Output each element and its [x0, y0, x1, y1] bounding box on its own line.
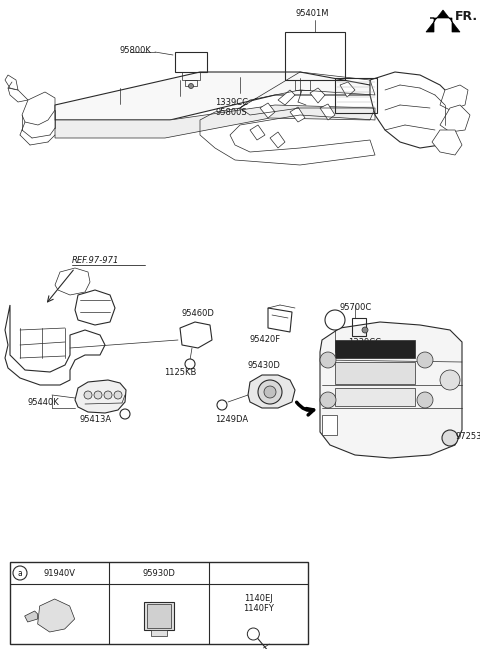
Circle shape	[362, 327, 368, 333]
Polygon shape	[270, 132, 285, 148]
Circle shape	[114, 391, 122, 399]
Circle shape	[104, 391, 112, 399]
Bar	[295, 80, 310, 90]
Bar	[335, 388, 415, 406]
Polygon shape	[320, 322, 462, 458]
Bar	[335, 78, 377, 113]
Polygon shape	[55, 105, 375, 138]
Text: 95800K: 95800K	[120, 46, 152, 55]
Text: 95460D: 95460D	[182, 309, 215, 318]
Polygon shape	[440, 85, 468, 110]
Circle shape	[442, 430, 458, 446]
Circle shape	[120, 409, 130, 419]
Polygon shape	[426, 10, 460, 32]
Bar	[285, 32, 345, 80]
Polygon shape	[8, 88, 28, 102]
Polygon shape	[278, 90, 295, 105]
Circle shape	[417, 392, 433, 408]
Polygon shape	[290, 107, 305, 122]
Circle shape	[247, 628, 259, 640]
Circle shape	[417, 352, 433, 368]
Polygon shape	[440, 105, 470, 132]
Polygon shape	[144, 602, 174, 630]
Circle shape	[94, 391, 102, 399]
Text: 95430D: 95430D	[248, 361, 281, 370]
Polygon shape	[248, 375, 295, 408]
Text: 95401M: 95401M	[295, 9, 328, 18]
Text: a: a	[18, 569, 23, 578]
Text: REF.97-971: REF.97-971	[72, 256, 120, 265]
Circle shape	[325, 310, 345, 330]
Bar	[335, 340, 415, 358]
Text: 95420F: 95420F	[250, 335, 281, 344]
Text: 97253K: 97253K	[455, 432, 480, 441]
Bar	[10, 562, 308, 644]
Bar	[352, 318, 366, 336]
Polygon shape	[432, 130, 462, 155]
Circle shape	[264, 386, 276, 398]
Text: 95930D: 95930D	[143, 569, 175, 578]
Text: 1140EJ: 1140EJ	[244, 594, 273, 603]
Polygon shape	[37, 599, 75, 632]
Polygon shape	[75, 380, 126, 413]
Text: 95800S: 95800S	[215, 108, 247, 117]
Circle shape	[13, 566, 27, 580]
Bar	[182, 72, 200, 80]
Polygon shape	[370, 72, 455, 148]
Bar	[185, 80, 197, 86]
Circle shape	[440, 370, 460, 390]
Polygon shape	[320, 104, 335, 120]
Text: 95413A: 95413A	[80, 415, 112, 424]
Circle shape	[320, 392, 336, 408]
Circle shape	[185, 359, 195, 369]
Polygon shape	[5, 305, 105, 385]
Polygon shape	[5, 75, 18, 90]
Circle shape	[84, 391, 92, 399]
Circle shape	[320, 352, 336, 368]
Polygon shape	[22, 92, 55, 125]
Text: 1339CC: 1339CC	[348, 338, 381, 347]
Text: a: a	[333, 315, 337, 324]
Text: 1339CC: 1339CC	[215, 98, 248, 107]
Polygon shape	[55, 72, 375, 120]
Polygon shape	[310, 88, 325, 103]
Polygon shape	[260, 103, 275, 118]
Polygon shape	[268, 308, 292, 332]
Bar	[322, 415, 337, 435]
Polygon shape	[75, 290, 115, 325]
Text: 1125KB: 1125KB	[164, 368, 196, 377]
Text: FR.: FR.	[455, 10, 478, 23]
Polygon shape	[340, 82, 355, 97]
Text: 91940V: 91940V	[44, 569, 76, 578]
Polygon shape	[180, 322, 212, 348]
Polygon shape	[24, 611, 37, 622]
Text: 95700C: 95700C	[340, 303, 372, 312]
Circle shape	[189, 84, 193, 88]
Polygon shape	[250, 125, 265, 140]
Bar	[151, 630, 167, 636]
Polygon shape	[55, 268, 90, 295]
Circle shape	[217, 400, 227, 410]
Text: 95440K: 95440K	[28, 398, 60, 407]
Bar	[147, 604, 171, 628]
Circle shape	[258, 380, 282, 404]
Text: 1249DA: 1249DA	[215, 415, 248, 424]
Bar	[175, 52, 207, 72]
Text: 1140FY: 1140FY	[243, 604, 274, 613]
Bar	[335, 362, 415, 384]
